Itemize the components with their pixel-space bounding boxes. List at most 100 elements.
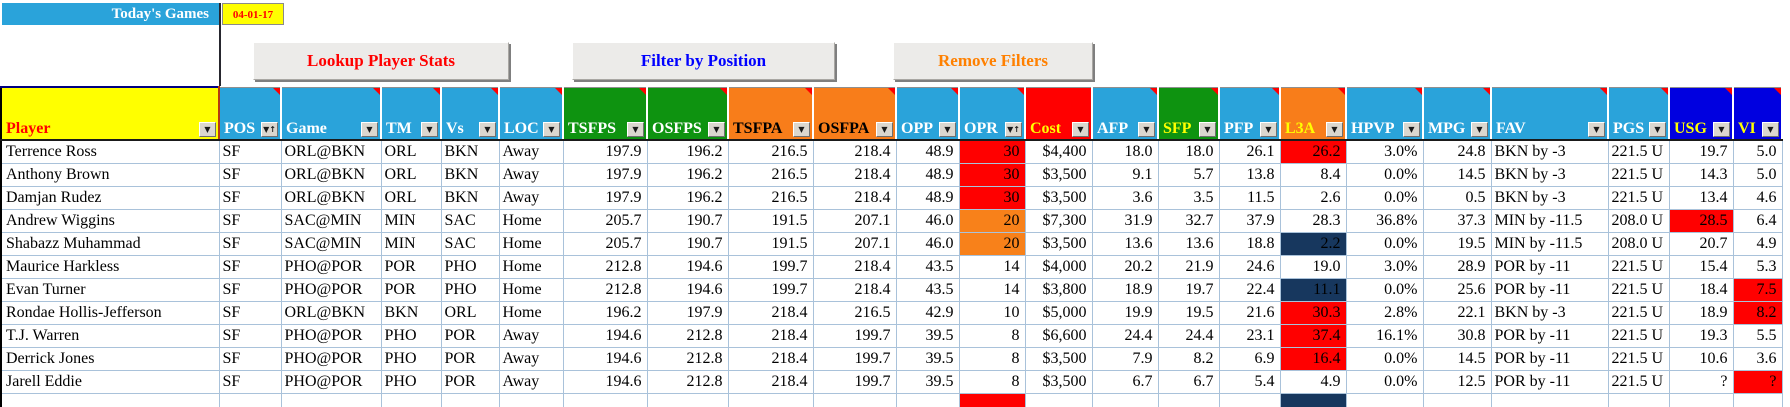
tsfpa-filter-button[interactable]: ▼ <box>793 122 810 137</box>
cell-osfps[interactable]: 196.2 <box>647 186 729 210</box>
cell-player[interactable]: T.J. Warren <box>0 324 220 348</box>
cell-opp[interactable]: 46.0 <box>896 232 960 256</box>
cell-osfpa[interactable]: 218.4 <box>813 163 897 187</box>
cell-player[interactable]: Damjan Rudez <box>0 186 220 210</box>
vi-filter-button[interactable]: ▼ <box>1762 122 1779 137</box>
column-header-tsfpa[interactable]: TSFPA ▼ <box>728 87 814 141</box>
cell-pgs[interactable]: 208.0 U <box>1608 209 1670 233</box>
cell-tm[interactable] <box>381 393 442 407</box>
cell-tsfps[interactable]: 196.2 <box>563 301 648 325</box>
cell-opp[interactable]: 46.0 <box>896 209 960 233</box>
opp-filter-button[interactable]: ▼ <box>939 122 956 137</box>
cell-vi[interactable]: 4.6 <box>1733 186 1783 210</box>
cell-tsfpa[interactable]: 199.7 <box>728 278 814 302</box>
cell-hpvp[interactable] <box>1346 393 1424 407</box>
cell-pgs[interactable]: 221.5 U <box>1608 370 1670 394</box>
cell-game[interactable]: PHO@POR <box>281 347 382 371</box>
cell-player[interactable]: Derrick Jones <box>0 347 220 371</box>
column-header-tsfps[interactable]: TSFPS ▼ <box>563 87 648 141</box>
cell-loc[interactable] <box>499 393 564 407</box>
cell-pgs[interactable]: 221.5 U <box>1608 324 1670 348</box>
cell-afp[interactable] <box>1092 393 1159 407</box>
usg-filter-button[interactable]: ▼ <box>1713 122 1730 137</box>
cell-pgs[interactable]: 221.5 U <box>1608 186 1670 210</box>
cell-tsfps[interactable]: 212.8 <box>563 278 648 302</box>
afp-filter-button[interactable]: ▼ <box>1138 122 1155 137</box>
cell-player[interactable]: Jarell Eddie <box>0 370 220 394</box>
cell-player[interactable]: Terrence Ross <box>0 140 220 164</box>
cell-sfp[interactable]: 13.6 <box>1158 232 1220 256</box>
sfp-filter-button[interactable]: ▼ <box>1199 122 1216 137</box>
cell-vs[interactable]: BKN <box>441 186 500 210</box>
cell-cost[interactable]: $4,000 <box>1025 255 1093 279</box>
tm-filter-button[interactable]: ▼ <box>421 122 438 137</box>
column-header-l3a[interactable]: L3A ▼ <box>1280 87 1347 141</box>
cell-game[interactable]: PHO@POR <box>281 278 382 302</box>
cell-hpvp[interactable]: 0.0% <box>1346 186 1424 210</box>
cell-vi[interactable]: 8.2 <box>1733 301 1783 325</box>
cell-opr[interactable] <box>959 393 1026 407</box>
cell-mpg[interactable]: 19.5 <box>1423 232 1492 256</box>
cell-loc[interactable]: Away <box>499 370 564 394</box>
column-header-player[interactable]: Player ▼ <box>0 86 220 141</box>
cell-player[interactable] <box>0 393 220 407</box>
cell-tm[interactable]: PHO <box>381 324 442 348</box>
cell-game[interactable]: PHO@POR <box>281 370 382 394</box>
cell-sfp[interactable] <box>1158 393 1220 407</box>
cell-l3a[interactable]: 37.4 <box>1280 324 1347 348</box>
cell-tm[interactable]: PHO <box>381 370 442 394</box>
column-header-pgs[interactable]: PGS ▼ <box>1608 87 1670 141</box>
cell-tsfps[interactable]: 197.9 <box>563 163 648 187</box>
cell-pos[interactable]: SF <box>219 301 282 325</box>
cell-opr[interactable]: 30 <box>959 163 1026 187</box>
cell-vi[interactable]: ? <box>1733 370 1783 394</box>
cell-mpg[interactable]: 0.5 <box>1423 186 1492 210</box>
cell-fav[interactable]: BKN by -3 <box>1491 186 1609 210</box>
cell-usg[interactable]: 19.3 <box>1669 324 1734 348</box>
cell-vs[interactable] <box>441 393 500 407</box>
cell-pfp[interactable]: 18.8 <box>1219 232 1281 256</box>
cell-cost[interactable]: $3,500 <box>1025 370 1093 394</box>
cell-osfps[interactable]: 212.8 <box>647 370 729 394</box>
cell-fav[interactable]: POR by -11 <box>1491 324 1609 348</box>
cell-l3a[interactable]: 8.4 <box>1280 163 1347 187</box>
cell-osfps[interactable]: 190.7 <box>647 232 729 256</box>
osfpa-filter-button[interactable]: ▼ <box>876 122 893 137</box>
date-cell[interactable]: 04-01-17 <box>222 3 284 25</box>
cell-loc[interactable]: Home <box>499 278 564 302</box>
cell-afp[interactable]: 7.9 <box>1092 347 1159 371</box>
cell-loc[interactable]: Home <box>499 301 564 325</box>
cell-pos[interactable] <box>219 393 282 407</box>
cell-game[interactable]: SAC@MIN <box>281 232 382 256</box>
column-header-afp[interactable]: AFP ▼ <box>1092 87 1159 141</box>
cell-pfp[interactable] <box>1219 393 1281 407</box>
cell-sfp[interactable]: 24.4 <box>1158 324 1220 348</box>
cell-tsfpa[interactable]: 216.5 <box>728 163 814 187</box>
cell-pos[interactable]: SF <box>219 255 282 279</box>
cell-tsfpa[interactable]: 218.4 <box>728 324 814 348</box>
cell-tsfps[interactable]: 197.9 <box>563 140 648 164</box>
cell-opr[interactable]: 30 <box>959 186 1026 210</box>
cell-loc[interactable]: Home <box>499 255 564 279</box>
game-filter-button[interactable]: ▼ <box>361 122 378 137</box>
cell-l3a[interactable]: 28.3 <box>1280 209 1347 233</box>
cell-fav[interactable]: POR by -11 <box>1491 347 1609 371</box>
cell-pgs[interactable]: 221.5 U <box>1608 278 1670 302</box>
cell-tsfps[interactable]: 197.9 <box>563 186 648 210</box>
cell-l3a[interactable]: 2.6 <box>1280 186 1347 210</box>
cell-opp[interactable]: 48.9 <box>896 140 960 164</box>
cell-afp[interactable]: 31.9 <box>1092 209 1159 233</box>
cell-tm[interactable]: ORL <box>381 163 442 187</box>
cell-opr[interactable]: 30 <box>959 140 1026 164</box>
cell-tsfpa[interactable]: 216.5 <box>728 186 814 210</box>
cell-afp[interactable]: 18.0 <box>1092 140 1159 164</box>
cell-hpvp[interactable]: 16.1% <box>1346 324 1424 348</box>
cell-pfp[interactable]: 6.9 <box>1219 347 1281 371</box>
column-header-opp[interactable]: OPP ▼ <box>896 87 960 141</box>
cell-opr[interactable]: 14 <box>959 278 1026 302</box>
cell-usg[interactable]: 13.4 <box>1669 186 1734 210</box>
cell-tsfpa[interactable]: 191.5 <box>728 209 814 233</box>
cell-tsfps[interactable] <box>563 393 648 407</box>
cell-osfpa[interactable]: 199.7 <box>813 347 897 371</box>
cell-osfps[interactable]: 194.6 <box>647 278 729 302</box>
